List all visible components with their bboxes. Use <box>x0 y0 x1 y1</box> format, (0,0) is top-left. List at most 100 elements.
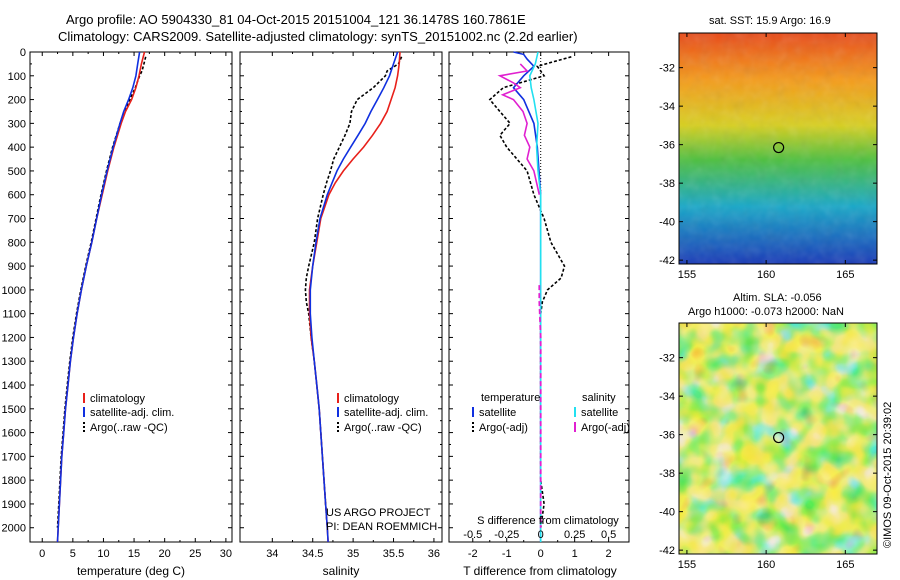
y-tick-label: 800 <box>8 237 26 249</box>
sla-map-title: Altim. SLA: -0.056 <box>733 292 822 304</box>
x-tick-label: 0 <box>39 548 45 560</box>
x-tick-label: 35.5 <box>383 548 404 560</box>
map-x-tick-label: 160 <box>757 559 775 571</box>
temperature-satellite-line <box>56 51 141 543</box>
salinity-panel: 34 34.5 35 35.5 36 climatology satellite-adj. … <box>239 51 443 578</box>
map-y-tick-label: -42 <box>659 545 675 557</box>
y-tick-label: 100 <box>8 71 26 83</box>
map-y-tick-label: -34 <box>659 101 675 113</box>
y-tick-label: 500 <box>8 166 26 178</box>
map-y-tick-label: -36 <box>659 430 675 442</box>
map-x-tick-label: 155 <box>678 269 696 281</box>
x-tick-label: 35 <box>347 548 359 560</box>
y-tick-label: 1900 <box>2 499 26 511</box>
salinity-argo-line <box>304 56 403 528</box>
map-y-tick-label: -32 <box>659 63 675 75</box>
salinity-difference-tick-label: 0.25 <box>564 529 585 541</box>
salinity-difference-tick-label: -0.25 <box>494 529 519 541</box>
x-tick-label: 36 <box>428 548 440 560</box>
y-tick-label: 1500 <box>2 404 26 416</box>
salinity-satellite-line <box>309 51 399 543</box>
map-x-tick-label: 165 <box>836 269 854 281</box>
map-y-tick-label: -36 <box>659 140 675 152</box>
pi-text: PI: DEAN ROEMMICH <box>326 521 437 533</box>
y-tick-label: 1800 <box>2 475 26 487</box>
legend-label: Argo(-adj) <box>581 422 630 434</box>
legend-label: climatology <box>344 393 400 405</box>
temperature-climatology-line <box>56 51 146 543</box>
figure-title-line2: Climatology: CARS2009. Satellite-adjuste… <box>58 29 578 44</box>
y-tick-label: 1300 <box>2 356 26 368</box>
y-tick-label: 1400 <box>2 380 26 392</box>
y-tick-label: 1100 <box>2 309 26 321</box>
legend-label: Argo(..raw -QC) <box>90 422 168 434</box>
sst-map-texture <box>679 33 877 264</box>
map-y-tick-label: -34 <box>659 391 675 403</box>
salinity-difference-argo-deep-line <box>538 285 542 528</box>
y-tick-label: 200 <box>8 95 26 107</box>
y-tick-label: 300 <box>8 118 26 130</box>
x-tick-label: 34.5 <box>302 548 323 560</box>
y-tick-label: 600 <box>8 190 26 202</box>
y-tick-label: 2000 <box>2 523 26 535</box>
temperature-argo-line <box>56 56 147 528</box>
salinity-difference-axis-label: S difference from climatology <box>477 515 619 527</box>
sst-map-title: sat. SST: 15.9 Argo: 16.9 <box>709 15 831 27</box>
temperature-axis-label: temperature (deg C) <box>77 564 185 578</box>
x-tick-label: 0 <box>538 548 544 560</box>
x-tick-label: 30 <box>220 548 232 560</box>
legend-label: satellite <box>479 407 516 419</box>
sla-map-image <box>679 323 877 554</box>
y-tick-label: 900 <box>8 261 26 273</box>
x-tick-label: 25 <box>189 548 201 560</box>
salinity-plot-frame <box>239 51 443 543</box>
sst-map-axes: 155 160 165 -32 -34 -36 -38 -40 -42 <box>659 33 877 281</box>
y-tick-label: 0 <box>20 47 26 59</box>
figure-title-line1: Argo profile: AO 5904330_81 04-Oct-2015 … <box>66 12 526 27</box>
salinity-difference-tick-label: 0.5 <box>601 529 616 541</box>
x-tick-label: 1 <box>572 548 578 560</box>
map-x-tick-label: 155 <box>678 559 696 571</box>
map-y-tick-label: -32 <box>659 353 675 365</box>
x-tick-label: -2 <box>468 548 478 560</box>
x-tick-label: 5 <box>70 548 76 560</box>
temperature-panel: 0100200300400500600700800900100011001200… <box>2 47 233 578</box>
y-tick-label: 1200 <box>2 332 26 344</box>
x-tick-label: 10 <box>97 548 109 560</box>
sla-map-axes: 155 160 165 -32 -34 -36 -38 -40 -42 <box>659 323 877 571</box>
difference-panel: -2 -1 0 1 2 temperature salinity satellite Argo(… <box>448 51 630 578</box>
legend-label: Argo(..raw -QC) <box>344 422 422 434</box>
x-tick-label: 2 <box>606 548 612 560</box>
credit-text: US ARGO PROJECT <box>326 507 431 519</box>
argo-position-marker <box>773 431 785 444</box>
sla-map <box>678 322 878 555</box>
salinity-difference-argo-line <box>497 63 541 195</box>
x-tick-label: -1 <box>502 548 512 560</box>
x-tick-label: 20 <box>159 548 171 560</box>
y-tick-label: 1700 <box>2 451 26 463</box>
argo-position-marker <box>773 141 785 154</box>
sla-map-subtitle: Argo h1000: -0.073 h2000: NaN <box>688 306 844 318</box>
temperature-difference-argo-line <box>488 56 572 528</box>
map-y-tick-label: -42 <box>659 255 675 267</box>
legend-label: climatology <box>90 393 146 405</box>
salinity-difference-tick-label: -0.5 <box>463 529 482 541</box>
map-y-tick-label: -40 <box>659 507 675 519</box>
map-y-tick-label: -38 <box>659 468 675 480</box>
map-x-tick-label: 165 <box>836 559 854 571</box>
map-y-tick-label: -40 <box>659 217 675 229</box>
sst-map-frame <box>678 32 878 265</box>
map-x-tick-label: 160 <box>757 269 775 281</box>
sst-map <box>678 32 878 265</box>
y-tick-label: 700 <box>8 214 26 226</box>
temperature-difference-axis-label: T difference from climatology <box>463 564 617 578</box>
legend-label: satellite-adj. clim. <box>344 407 428 419</box>
y-tick-label: 1000 <box>2 285 26 297</box>
legend-title-salinity: salinity <box>582 392 616 404</box>
difference-plot-frame <box>448 51 630 543</box>
legend-title-temperature: temperature <box>481 392 540 404</box>
y-tick-label: 1600 <box>2 428 26 440</box>
y-tick-label: 400 <box>8 142 26 154</box>
x-tick-label: 34 <box>266 548 278 560</box>
